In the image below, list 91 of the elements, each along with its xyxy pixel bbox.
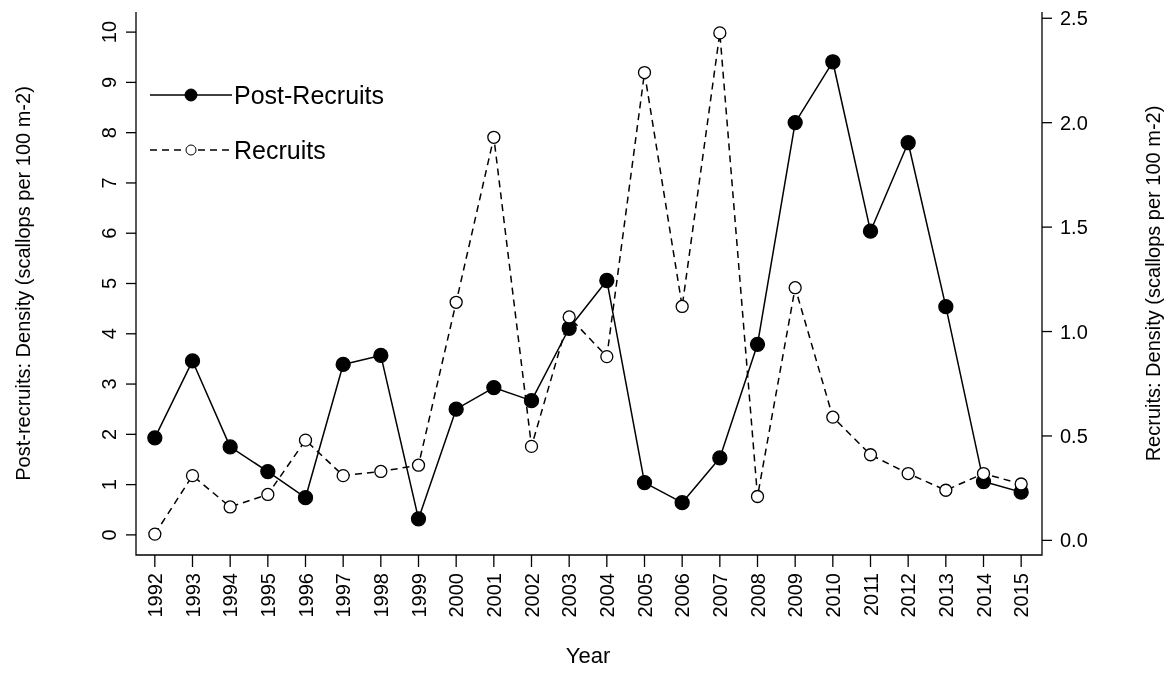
x-tick-label: 1992 [143, 573, 166, 618]
y-tick-label: 5 [98, 277, 120, 290]
x-tick-label: 2002 [520, 573, 543, 618]
y-tick-label: 9 [98, 76, 120, 88]
x-tick-label: 1993 [181, 573, 204, 618]
point [750, 489, 765, 504]
point [298, 433, 313, 447]
y-tick-label: 6 [98, 227, 120, 239]
point [562, 310, 576, 324]
point [410, 511, 427, 527]
x-tick-label: 1998 [369, 573, 392, 618]
y-tick-label: 3 [98, 378, 120, 390]
x-tick-label: 2012 [897, 573, 920, 618]
y-axis-title: Post-recruits: Density (scallops per 100 m-2) [12, 86, 34, 481]
x-tick-label: 2005 [633, 573, 656, 618]
x-tick-label: 2015 [1010, 573, 1033, 618]
point [636, 474, 653, 491]
x-tick-label: 2011 [859, 573, 882, 617]
point [939, 483, 953, 497]
point [826, 410, 840, 424]
x-tick-label: 1999 [407, 573, 430, 618]
y-tick-label: 7 [98, 177, 120, 189]
x-tick-label: 2004 [595, 573, 618, 618]
x-tick-label: 2009 [784, 573, 807, 618]
y-tick-label: 4 [98, 328, 120, 340]
x-tick-label: 1997 [332, 573, 355, 618]
point [523, 393, 540, 409]
point [222, 439, 238, 455]
point [147, 430, 163, 446]
y2-tick-label: 0.0 [1060, 529, 1088, 552]
point [297, 490, 314, 506]
x-tick-label: 2008 [746, 573, 769, 618]
x-tick-label: 2003 [558, 573, 581, 618]
point [336, 468, 350, 483]
x-tick-label: 2006 [671, 573, 694, 618]
point [486, 379, 502, 396]
point [261, 487, 275, 502]
point [637, 65, 652, 80]
point [787, 114, 803, 131]
x-tick-label: 1995 [256, 573, 279, 618]
point [411, 458, 426, 472]
y-tick-label: 2 [98, 428, 120, 440]
point [788, 281, 802, 295]
point [863, 448, 878, 462]
x-axis-title: Year [565, 643, 611, 668]
point [185, 468, 200, 483]
point [487, 130, 501, 144]
x-tick-label: 2007 [708, 573, 731, 618]
x-tick-label: 1994 [219, 573, 242, 618]
point [712, 450, 728, 466]
x-tick-label: 1996 [294, 573, 317, 618]
point [1014, 477, 1028, 491]
point [976, 466, 991, 481]
legend-label: Recruits [234, 136, 326, 164]
y2-tick-label: 1.5 [1060, 216, 1088, 239]
point [373, 347, 389, 364]
y-tick-label: 1 [98, 479, 120, 491]
point [223, 500, 237, 514]
point [938, 298, 954, 315]
y2-tick-label: 0.5 [1060, 424, 1088, 447]
x-tick-label: 2013 [934, 573, 957, 618]
y2-tick-label: 2.5 [1060, 7, 1088, 30]
point [713, 26, 727, 40]
point [449, 295, 463, 309]
point [674, 495, 690, 511]
point [599, 272, 615, 289]
point [901, 466, 915, 481]
point [448, 401, 464, 417]
point [675, 299, 689, 314]
x-tick-label: 2010 [821, 573, 844, 618]
y-tick-label: 0 [98, 529, 120, 541]
point [335, 356, 351, 373]
x-tick-label: 2001 [482, 573, 505, 618]
point [900, 135, 916, 151]
point [600, 349, 614, 364]
legend-label: Post-Recruits [234, 81, 385, 109]
y-tick-label: 8 [98, 127, 120, 139]
point [524, 439, 539, 454]
x-tick-label: 2000 [445, 573, 468, 618]
y2-tick-label: 1.0 [1060, 320, 1088, 343]
point [260, 463, 276, 480]
point [749, 336, 766, 352]
y-tick-label: 10 [98, 20, 120, 44]
point [148, 527, 162, 541]
y2-tick-label: 2.0 [1060, 111, 1088, 134]
x-tick-label: 2014 [972, 573, 995, 618]
y2-axis-title: Recruits: Density (scallops per 100 m-2) [1142, 105, 1164, 462]
point [184, 353, 201, 369]
point [374, 464, 388, 479]
point [862, 223, 879, 239]
point [825, 54, 841, 70]
